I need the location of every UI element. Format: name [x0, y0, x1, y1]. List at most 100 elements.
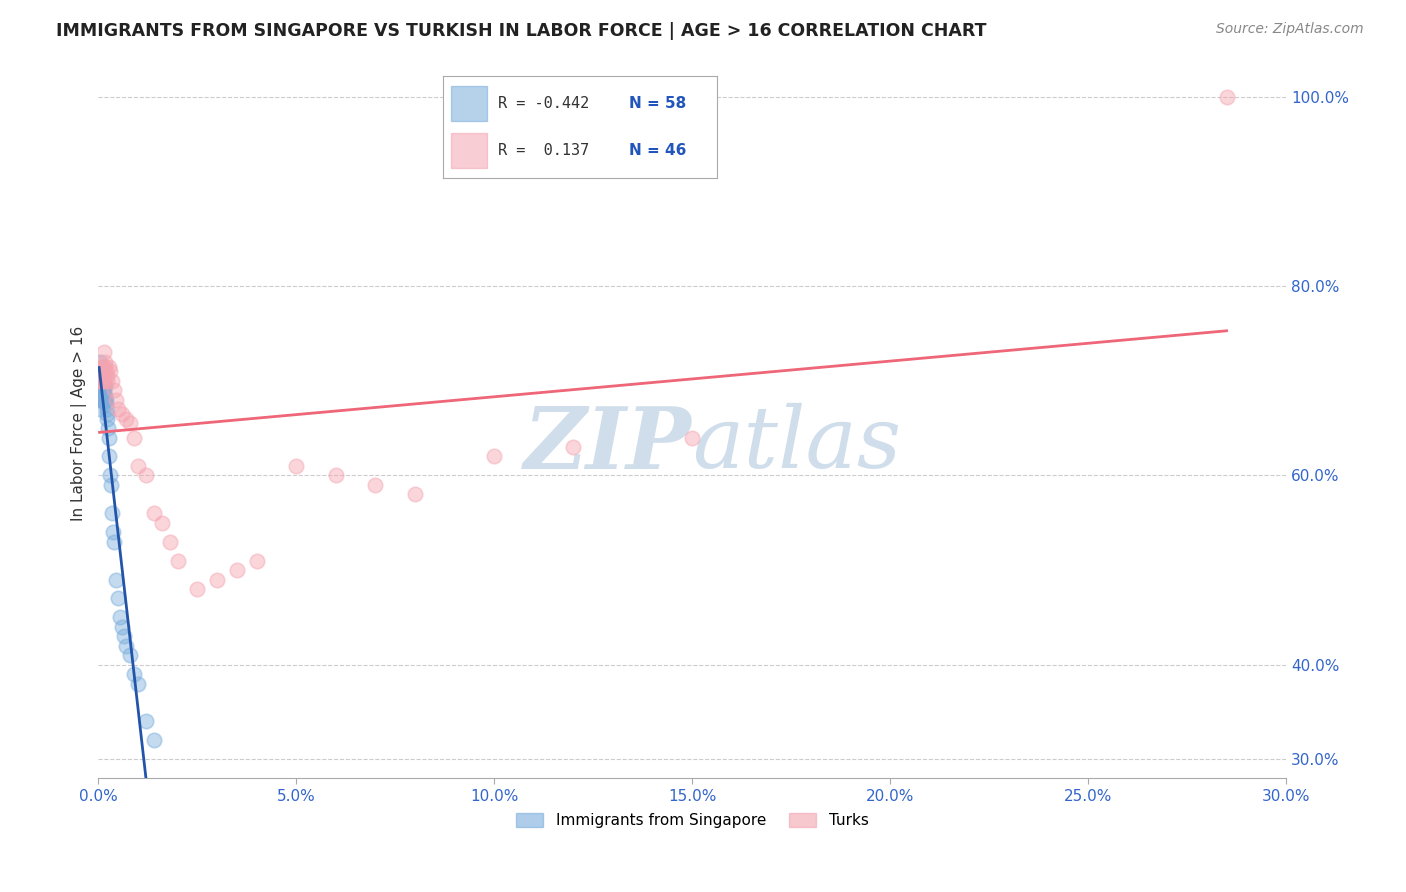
Point [89, 374, 111, 388]
Point [93, 384, 115, 398]
Point [150, 516, 173, 530]
Point [142, 506, 165, 520]
Point [89, 392, 111, 407]
Point [98, 468, 121, 483]
Point [103, 534, 125, 549]
Point [118, 648, 141, 663]
Point [118, 417, 141, 431]
Point [89, 374, 111, 388]
Point [91, 374, 114, 388]
Point [89, 374, 111, 388]
Point [94, 359, 117, 374]
Text: Source: ZipAtlas.com: Source: ZipAtlas.com [1216, 22, 1364, 37]
Point [96, 369, 118, 384]
Point [90, 374, 112, 388]
Point [103, 384, 125, 398]
Point [90, 364, 112, 378]
Point [127, 676, 149, 690]
Point [100, 478, 122, 492]
Point [91, 378, 114, 392]
Point [91, 384, 114, 398]
Point [1215, 90, 1237, 104]
Point [90, 384, 112, 398]
Point [91, 374, 114, 388]
Point [93, 392, 115, 407]
Point [96, 392, 118, 407]
Text: IMMIGRANTS FROM SINGAPORE VS TURKISH IN LABOR FORCE | AGE > 16 CORRELATION CHART: IMMIGRANTS FROM SINGAPORE VS TURKISH IN … [56, 22, 987, 40]
Point [90, 364, 112, 378]
Text: R =  0.137: R = 0.137 [498, 144, 589, 158]
Point [96, 374, 118, 388]
Point [562, 440, 585, 454]
Point [94, 388, 117, 402]
Point [115, 639, 138, 653]
Point [91, 378, 114, 392]
Point [112, 629, 135, 643]
Point [91, 388, 114, 402]
Point [93, 392, 115, 407]
Point [135, 468, 157, 483]
Point [89, 364, 111, 378]
Point [115, 411, 138, 425]
Point [93, 369, 115, 384]
Point [96, 407, 118, 421]
Point [93, 378, 115, 392]
Point [681, 431, 703, 445]
Point [111, 407, 134, 421]
Point [90, 378, 112, 392]
Text: N = 46: N = 46 [630, 144, 686, 158]
Point [159, 534, 181, 549]
Point [89, 364, 111, 378]
Point [111, 620, 134, 634]
Point [94, 392, 117, 407]
Point [93, 392, 115, 407]
Point [93, 345, 115, 359]
Point [107, 591, 129, 606]
Point [105, 573, 128, 587]
Text: ZIP: ZIP [524, 403, 692, 486]
Point [97, 421, 120, 435]
Point [205, 573, 228, 587]
Point [404, 487, 426, 501]
Point [94, 397, 117, 411]
Point [91, 392, 114, 407]
Point [96, 402, 118, 417]
Point [90, 374, 112, 388]
Point [97, 359, 120, 374]
Point [166, 553, 188, 567]
Point [108, 610, 131, 624]
Point [91, 388, 114, 402]
Point [246, 553, 269, 567]
Point [97, 431, 120, 445]
Point [225, 563, 247, 577]
Text: R = -0.442: R = -0.442 [498, 96, 589, 111]
Point [98, 450, 121, 464]
Text: atlas: atlas [692, 403, 901, 486]
Point [93, 388, 115, 402]
Point [89, 402, 111, 417]
Point [90, 392, 112, 407]
Point [127, 458, 149, 473]
Point [89, 364, 111, 378]
Point [107, 402, 129, 417]
Point [93, 355, 115, 369]
Point [186, 582, 208, 596]
Point [101, 506, 124, 520]
Point [135, 714, 157, 729]
Point [94, 364, 117, 378]
Point [93, 378, 115, 392]
Point [364, 478, 387, 492]
Point [93, 374, 115, 388]
Point [101, 374, 124, 388]
Point [122, 431, 145, 445]
Point [89, 374, 111, 388]
Point [93, 384, 115, 398]
Point [89, 378, 111, 392]
Point [89, 355, 111, 369]
Legend: Immigrants from Singapore, Turks: Immigrants from Singapore, Turks [510, 806, 875, 834]
Y-axis label: In Labor Force | Age > 16: In Labor Force | Age > 16 [72, 326, 87, 521]
Point [91, 359, 114, 374]
Point [285, 458, 308, 473]
Point [98, 364, 121, 378]
Point [96, 411, 118, 425]
